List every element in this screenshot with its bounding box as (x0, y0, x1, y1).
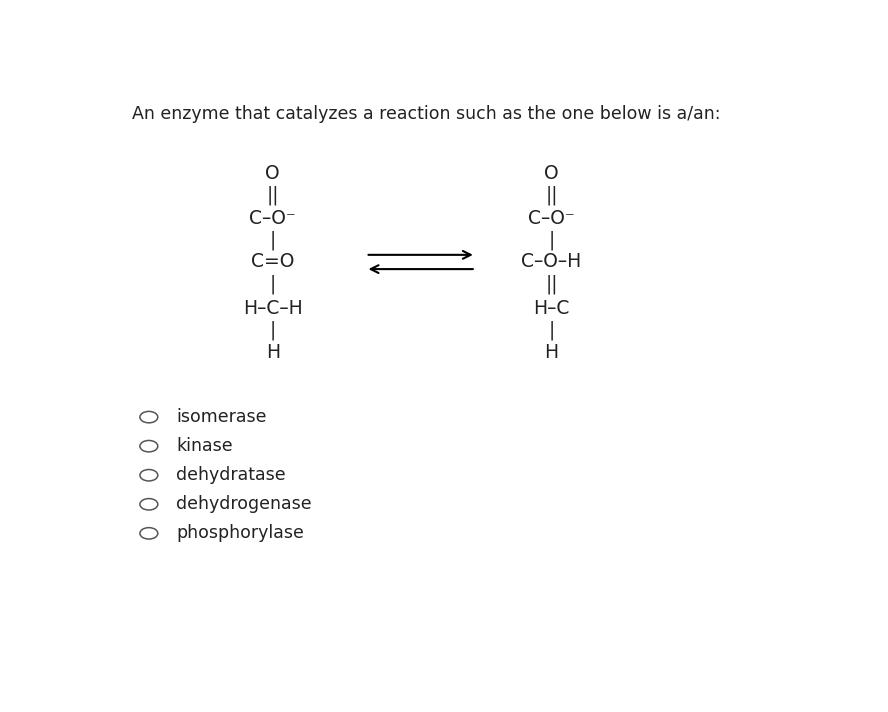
Text: |: | (270, 274, 276, 293)
Text: C=O: C=O (251, 253, 295, 271)
Text: An enzyme that catalyzes a reaction such as the one below is a/an:: An enzyme that catalyzes a reaction such… (131, 105, 720, 122)
Text: |: | (548, 320, 555, 340)
Text: H: H (266, 343, 280, 362)
Text: |: | (548, 230, 555, 250)
Text: kinase: kinase (177, 437, 233, 455)
Text: phosphorylase: phosphorylase (177, 524, 305, 543)
Text: isomerase: isomerase (177, 408, 267, 426)
Text: O: O (266, 164, 280, 183)
Text: H–C–H: H–C–H (242, 299, 303, 318)
Text: H–C: H–C (534, 299, 569, 318)
Text: ||: || (545, 274, 558, 293)
Text: C–O–H: C–O–H (521, 253, 582, 271)
Text: dehydratase: dehydratase (177, 466, 286, 484)
Text: ||: || (545, 185, 558, 205)
Text: ||: || (266, 185, 279, 205)
Text: O: O (544, 164, 559, 183)
Text: C–O⁻: C–O⁻ (250, 209, 296, 228)
Text: C–O⁻: C–O⁻ (528, 209, 575, 228)
Text: |: | (270, 230, 276, 250)
Text: dehydrogenase: dehydrogenase (177, 496, 312, 513)
Text: H: H (544, 343, 559, 362)
Text: |: | (270, 320, 276, 340)
